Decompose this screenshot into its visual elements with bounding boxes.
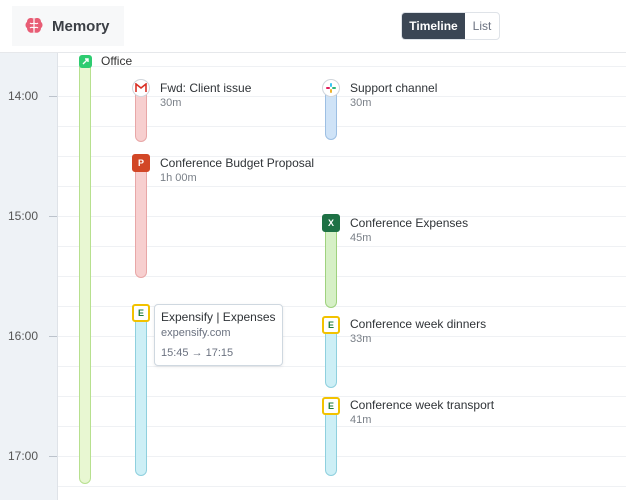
event-title[interactable]: Conference week dinners bbox=[350, 317, 487, 331]
event-duration: 41m bbox=[350, 414, 372, 426]
gridline bbox=[58, 336, 626, 337]
gridline bbox=[58, 126, 626, 127]
gridline bbox=[58, 456, 626, 457]
gridline bbox=[58, 186, 626, 187]
event-bar-expensify-expenses[interactable] bbox=[135, 309, 147, 476]
popup-time-range: 15:45 → 17:15 bbox=[161, 347, 234, 359]
event-popup[interactable]: Expensify | Expenses expensify.com 15:45… bbox=[154, 304, 283, 366]
popup-site[interactable]: expensify.com bbox=[161, 327, 231, 339]
event-title[interactable]: Conference Budget Proposal bbox=[160, 156, 315, 170]
hour-tick bbox=[49, 456, 57, 457]
gridline bbox=[58, 216, 626, 217]
timeline-view-button[interactable]: Timeline bbox=[402, 13, 465, 39]
event-title[interactable]: Support channel bbox=[350, 81, 438, 95]
event-duration: 1h 00m bbox=[160, 172, 197, 184]
event-title[interactable]: Conference week transport bbox=[350, 398, 495, 412]
gridline bbox=[58, 66, 626, 67]
office-label: Office bbox=[101, 54, 133, 68]
gridline bbox=[58, 306, 626, 307]
expensify-icon: E bbox=[322, 316, 340, 334]
hour-tick bbox=[49, 216, 57, 217]
view-toggle: Timeline List bbox=[401, 12, 500, 40]
list-view-button[interactable]: List bbox=[472, 19, 492, 33]
excel-icon: X bbox=[322, 214, 340, 232]
gridline bbox=[58, 396, 626, 397]
slack-icon bbox=[322, 79, 340, 97]
gridline bbox=[58, 426, 626, 427]
hour-tick bbox=[49, 96, 57, 97]
event-bar-budget-proposal[interactable] bbox=[135, 157, 147, 278]
hour-label: 14:00 bbox=[8, 89, 39, 103]
brain-icon bbox=[25, 18, 43, 33]
expensify-icon: E bbox=[322, 397, 340, 415]
event-duration: 33m bbox=[350, 333, 372, 345]
expensify-icon: E bbox=[132, 304, 150, 322]
gridline bbox=[58, 246, 626, 247]
event-duration: 30m bbox=[160, 97, 182, 109]
event-title[interactable]: Conference Expenses bbox=[350, 216, 469, 230]
gridline bbox=[58, 96, 626, 97]
hour-tick bbox=[49, 336, 57, 337]
office-app-icon bbox=[79, 55, 92, 68]
office-session-bar[interactable] bbox=[79, 62, 91, 484]
top-bar: Memory Timeline List bbox=[0, 0, 626, 53]
event-title[interactable]: Fwd: Client issue bbox=[160, 81, 252, 95]
app-name: Memory bbox=[52, 17, 110, 35]
hour-label: 17:00 bbox=[8, 449, 39, 463]
gridline bbox=[58, 156, 626, 157]
hour-label: 16:00 bbox=[8, 329, 39, 343]
gmail-icon bbox=[132, 79, 150, 97]
gridline bbox=[58, 276, 626, 277]
hour-label: 15:00 bbox=[8, 209, 39, 223]
event-duration: 45m bbox=[350, 232, 372, 244]
popup-title: Expensify | Expenses bbox=[161, 310, 276, 324]
gridline bbox=[58, 366, 626, 367]
gridline bbox=[58, 486, 626, 487]
event-duration: 30m bbox=[350, 97, 372, 109]
time-gutter: 14:00 15:00 16:00 17:00 bbox=[0, 53, 58, 500]
powerpoint-icon: P bbox=[132, 154, 150, 172]
app-brand[interactable]: Memory bbox=[12, 6, 124, 46]
